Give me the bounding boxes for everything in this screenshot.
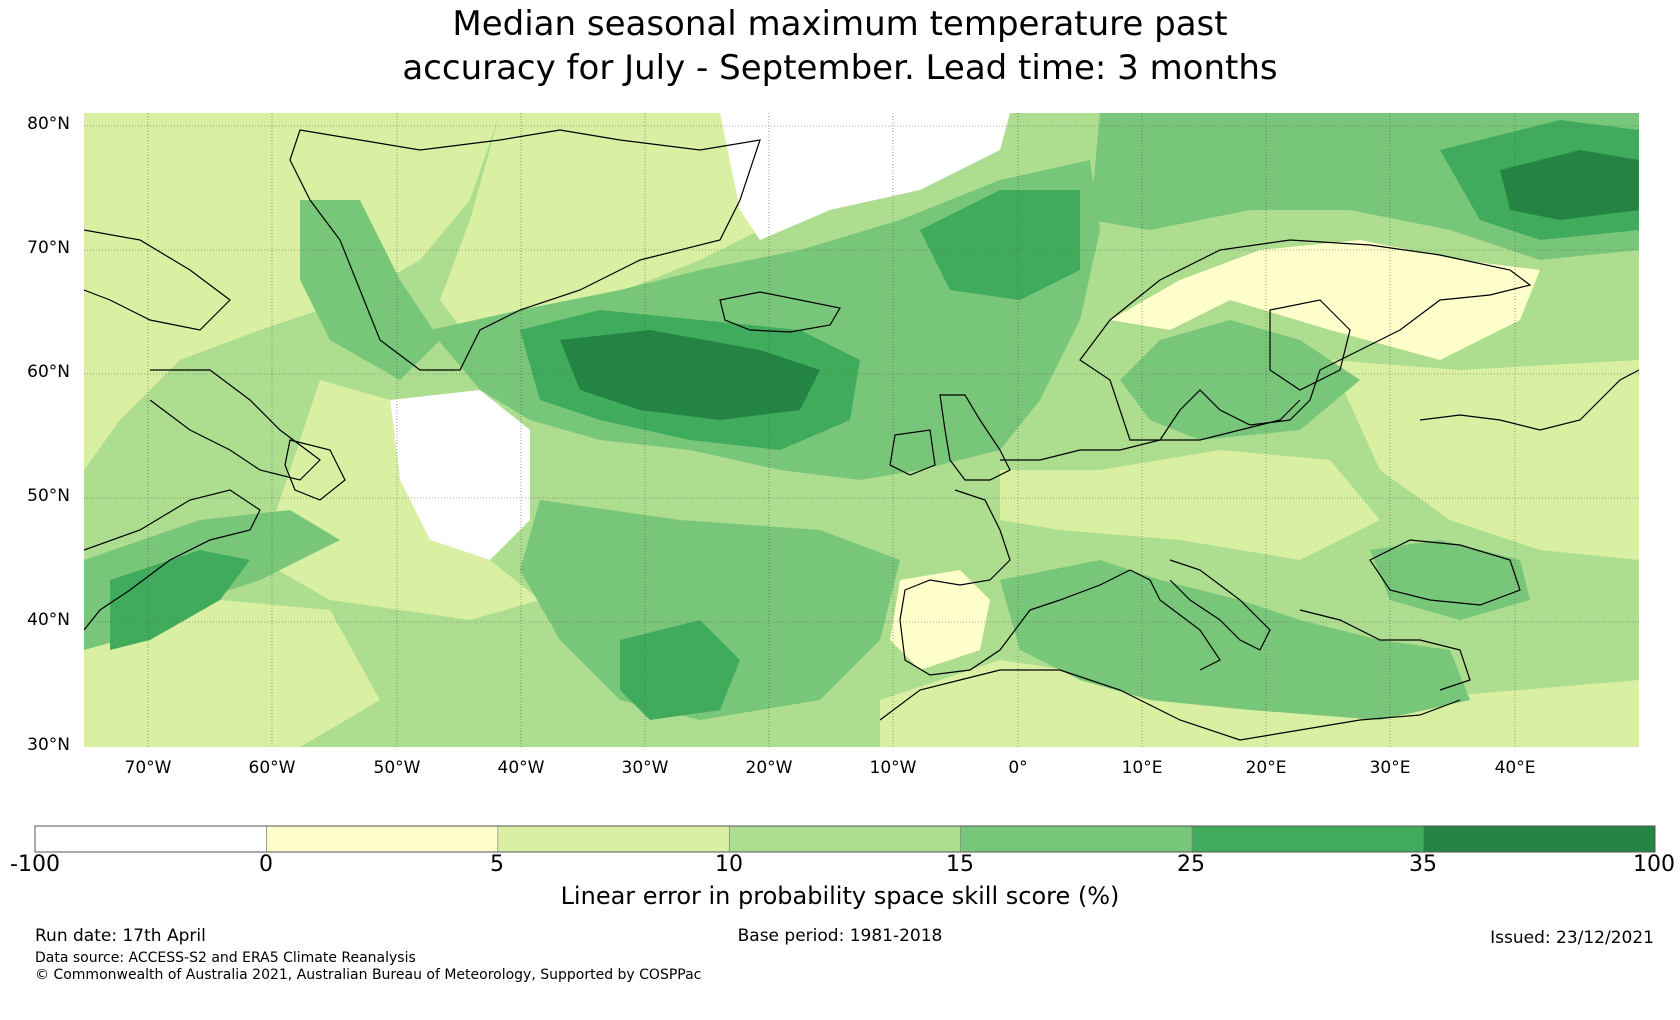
lat-label-40n: 40°N xyxy=(27,610,70,630)
coast-britain xyxy=(939,394,1011,481)
skill-regions xyxy=(84,113,1639,747)
region-atlantic-light xyxy=(260,380,540,620)
coast-black-sea xyxy=(1369,539,1521,606)
colorbar-label-10: 10 xyxy=(715,852,743,877)
coast-labrador xyxy=(149,369,321,481)
region-atlantic-white xyxy=(390,390,530,560)
colorbar-label-100: 100 xyxy=(1633,852,1675,877)
copyright: © Commonwealth of Australia 2021, Austra… xyxy=(35,967,702,983)
lon-label-40w: 40°W xyxy=(497,758,545,778)
coast-africa xyxy=(879,669,1461,741)
lon-label-70w: 70°W xyxy=(124,758,172,778)
region-arctic-white xyxy=(720,113,1010,240)
coast-newfoundland xyxy=(284,439,346,501)
region-europe-light xyxy=(1000,450,1380,560)
colorbar-label-15: 15 xyxy=(946,852,974,877)
region-irminger-darkest xyxy=(560,330,820,420)
region-russia-light xyxy=(1330,360,1639,560)
region-scandinavia-yellow xyxy=(1110,240,1540,360)
region-south-light xyxy=(84,600,380,747)
coast-finland xyxy=(1269,299,1351,391)
lat-label-80n: 80°N xyxy=(27,114,70,134)
lat-label-50n: 50°N xyxy=(27,486,70,506)
map-title: Median seasonal maximum temperature past… xyxy=(0,2,1680,90)
title-line-2: accuracy for July - September. Lead time… xyxy=(402,48,1278,88)
colorbar-label-5: 5 xyxy=(490,852,504,877)
colorbar-label-25: 25 xyxy=(1177,852,1205,877)
lat-label-30n: 30°N xyxy=(27,735,70,755)
coast-nova-scotia xyxy=(84,489,261,631)
lat-label-70n: 70°N xyxy=(27,238,70,258)
colorbar-segment-5 xyxy=(1191,825,1424,853)
coast-france-iberia xyxy=(899,489,1221,676)
coast-ireland xyxy=(889,429,936,476)
skill-score-map xyxy=(84,113,1639,747)
coast-italy xyxy=(1169,559,1271,651)
colorbar-segment-1 xyxy=(266,825,499,853)
lon-label-60w: 60°W xyxy=(248,758,296,778)
run-date: Run date: 17th April xyxy=(35,926,206,946)
coast-greenland xyxy=(289,129,761,371)
lon-label-50w: 50°W xyxy=(373,758,421,778)
lat-label-60n: 60°N xyxy=(27,362,70,382)
base-period: Base period: 1981-2018 xyxy=(737,926,943,946)
lon-label-10w: 10°W xyxy=(869,758,917,778)
region-canada-light xyxy=(84,113,500,470)
colorbar-label-minus100: -100 xyxy=(10,852,60,877)
lon-label-30w: 30°W xyxy=(621,758,669,778)
lon-label-10e: 10°E xyxy=(1121,758,1163,778)
colorbar-segment-6 xyxy=(1423,825,1656,853)
lon-label-20w: 20°W xyxy=(745,758,793,778)
colorbar-label-35: 35 xyxy=(1409,852,1437,877)
region-central-atlantic-medium xyxy=(520,500,900,720)
colorbar xyxy=(34,825,1656,853)
colorbar-segment-3 xyxy=(728,825,962,853)
lon-label-20e: 20°E xyxy=(1245,758,1287,778)
region-nova-scotia-dark xyxy=(110,550,250,650)
coast-baffin xyxy=(84,229,231,331)
coast-greece-turkey xyxy=(1299,609,1471,691)
region-iberia-yellow xyxy=(890,570,990,670)
colorbar-segment-4 xyxy=(960,825,1193,853)
colorbar-segment-0 xyxy=(34,825,267,853)
colorbar-label-0: 0 xyxy=(259,852,273,877)
graticule xyxy=(84,113,1639,747)
lon-label-30e: 30°E xyxy=(1369,758,1411,778)
coast-europe xyxy=(1000,399,1301,461)
colorbar-segments xyxy=(34,825,1656,853)
coast-russia-north xyxy=(1419,369,1639,431)
data-source: Data source: ACCESS-S2 and ERA5 Climate … xyxy=(35,950,416,966)
colorbar-segment-2 xyxy=(497,825,730,853)
region-sargasso-dark xyxy=(620,620,740,720)
region-iceland-sea-dark xyxy=(920,190,1080,300)
region-mediterranean-medium xyxy=(1000,560,1470,720)
colorbar-title: Linear error in probability space skill … xyxy=(560,882,1120,910)
colorbar-frame xyxy=(34,825,1656,853)
lon-label-0: 0° xyxy=(1008,758,1028,778)
lon-label-40e: 40°E xyxy=(1494,758,1536,778)
coast-iceland xyxy=(719,291,841,333)
issued-date: Issued: 23/12/2021 xyxy=(1490,928,1654,948)
region-barents-darkest xyxy=(1500,150,1639,220)
region-greenland-coast xyxy=(300,200,440,380)
region-blacksea-medium xyxy=(1370,540,1530,620)
title-line-1: Median seasonal maximum temperature past xyxy=(452,4,1228,44)
coastlines xyxy=(84,129,1639,741)
